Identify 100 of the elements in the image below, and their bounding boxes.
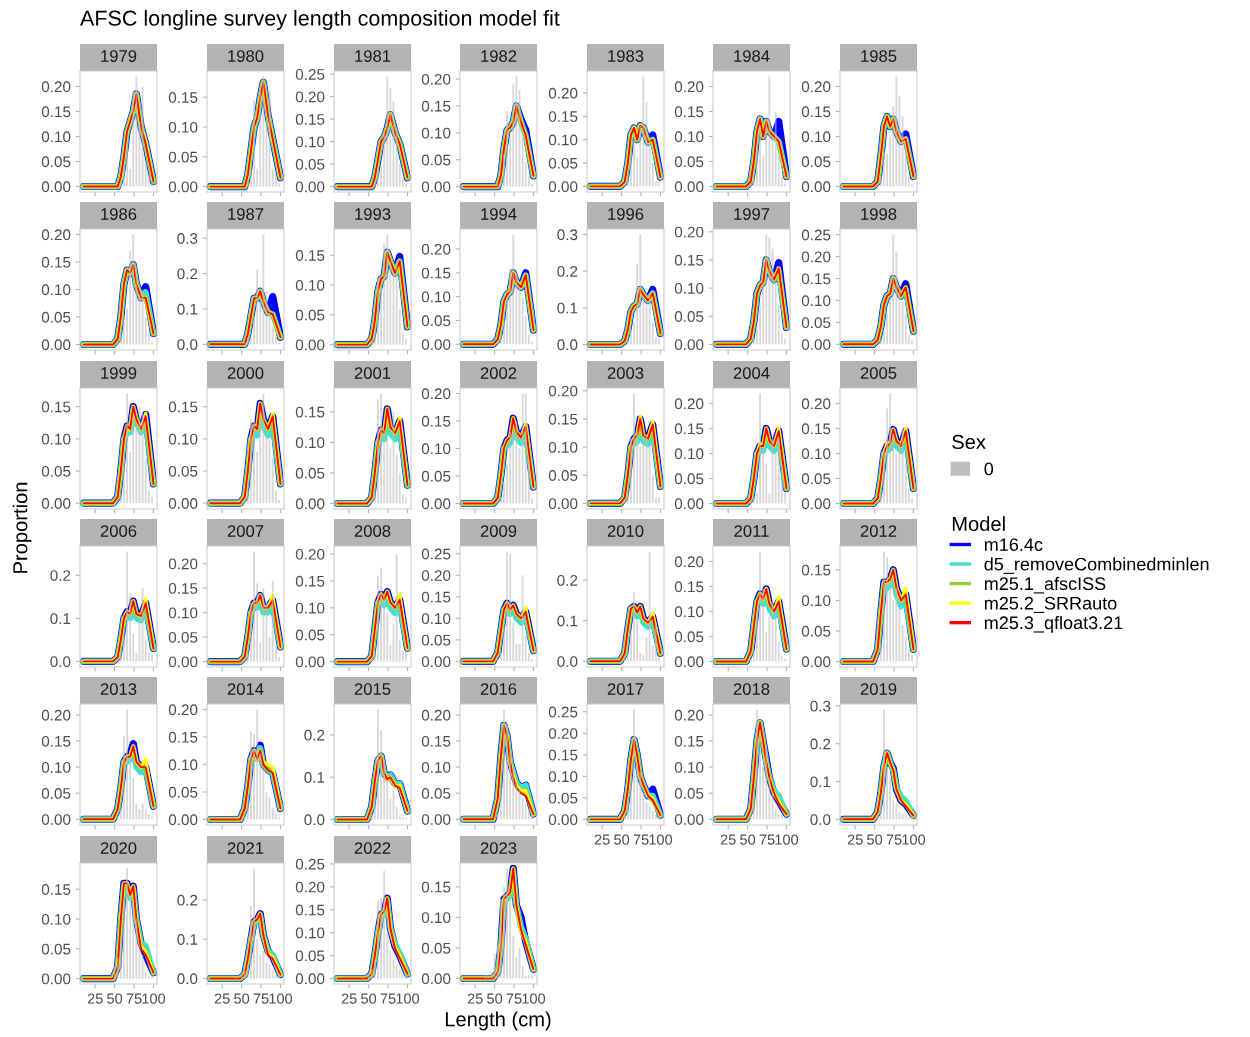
chart-title: 2023: [480, 842, 517, 854]
y-tick-label: 0.20: [295, 548, 325, 560]
y-tick-label: 0.10: [168, 759, 198, 771]
y-tick-label: 0.00: [168, 498, 198, 509]
x-tick-label: 50: [867, 834, 883, 845]
y-tick-label: 0.00: [295, 339, 325, 351]
y-tick-label: 0.05: [41, 311, 71, 323]
y-tick-label: 0.05: [674, 156, 704, 168]
x-tick-label: 25: [847, 834, 863, 845]
chart-title: 1980: [228, 50, 264, 62]
y-tick-label: 0.15: [801, 106, 831, 118]
legend-label: 0: [984, 462, 994, 476]
chart-title: 1981: [355, 50, 391, 62]
chart-title: 2017: [607, 683, 644, 695]
chart-title: 2001: [354, 367, 391, 379]
y-tick-label: 0.05: [421, 942, 451, 954]
y-tick-label: 0.1: [177, 303, 198, 315]
y-tick-label: 0.00: [168, 814, 198, 826]
y-tick-label: 0.10: [41, 913, 71, 925]
y-tick-label: 0.15: [548, 413, 578, 425]
x-tick-label: 50: [234, 993, 250, 1004]
y-tick-label: 0.0: [177, 339, 198, 351]
y-tick-label: 0.05: [801, 473, 831, 485]
y-tick-label: 0.20: [548, 728, 578, 739]
y-tick-label: 0.15: [801, 423, 831, 435]
text: Length (cm): [445, 1011, 551, 1031]
x-tick-label: 25: [467, 993, 483, 1004]
y-tick-label: 0.25: [548, 706, 578, 718]
y-tick-label: 0.10: [168, 607, 198, 619]
chart-title: 1987: [228, 208, 264, 220]
y-tick-label: 0.05: [674, 631, 704, 643]
y-tick-label: 0.0: [50, 656, 71, 668]
y-tick-label: 0.1: [557, 302, 578, 314]
y-tick-label: 0.05: [41, 943, 71, 955]
y-tick-label: 0.15: [421, 415, 451, 427]
x-tick-label: 25: [720, 834, 736, 845]
y-tick-label: 0.1: [304, 772, 325, 783]
y-tick-label: 0.1: [177, 934, 198, 945]
y-tick-label: 0.15: [41, 106, 71, 118]
chart-title: 2014: [227, 683, 264, 695]
x-tick-label: 75: [759, 834, 775, 845]
y-tick-label: 0.15: [674, 423, 704, 435]
y-tick-label: 0.15: [295, 575, 325, 587]
y-tick-label: 0.20: [168, 704, 198, 716]
y-tick-label: 0.05: [421, 315, 451, 327]
x-tick-label: 50: [487, 993, 503, 1004]
y-tick-label: 0.00: [168, 656, 198, 668]
y-tick-label: 0.20: [801, 398, 831, 410]
y-tick-label: 0.15: [41, 884, 71, 895]
y-tick-label: 0.20: [421, 243, 451, 255]
y-tick-label: 0.15: [548, 111, 578, 122]
y-tick-label: 0.15: [168, 401, 198, 413]
y-tick-label: 0.10: [41, 284, 71, 296]
y-tick-label: 0.20: [421, 570, 451, 581]
y-tick-label: 0.2: [304, 729, 325, 741]
y-tick-label: 0.00: [674, 181, 704, 193]
chart-title: 1986: [101, 208, 137, 220]
y-tick-label: 0.00: [421, 814, 451, 825]
y-tick-label: 0.2: [50, 570, 71, 581]
x-tick-label: 75: [506, 993, 522, 1004]
y-tick-label: 0.05: [168, 631, 198, 643]
y-tick-label: 0.05: [801, 625, 831, 637]
y-tick-label: 0.2: [557, 266, 578, 277]
y-tick-label: 0.10: [674, 131, 704, 143]
chart-title: 2009: [480, 525, 517, 537]
y-tick-label: 0.10: [168, 433, 198, 445]
x-tick-label: 75: [380, 993, 396, 1004]
y-tick-label: 0.00: [674, 656, 704, 668]
y-tick-label: 0.10: [295, 602, 325, 614]
y-tick-label: 0.10: [295, 279, 325, 291]
legend-label: m25.2_SRRauto: [984, 596, 1117, 614]
y-tick-label: 0.00: [674, 814, 704, 825]
y-tick-label: 0.20: [41, 81, 71, 93]
y-tick-label: 0.20: [674, 226, 704, 238]
chart-title: 2020: [100, 842, 137, 854]
chart-title: 2006: [100, 525, 137, 537]
x-tick-label: 100: [522, 993, 546, 1004]
y-tick-label: 0.00: [41, 181, 71, 193]
y-tick-label: 0.05: [295, 309, 325, 321]
y-tick-label: 0.20: [674, 398, 704, 410]
x-tick-label: 75: [253, 993, 269, 1004]
y-tick-label: 0.3: [810, 700, 831, 712]
y-tick-label: 0.05: [295, 467, 325, 479]
y-tick-label: 0.15: [295, 904, 325, 916]
y-tick-label: 0.00: [295, 181, 325, 193]
y-tick-label: 0.0: [810, 814, 831, 826]
y-tick-label: 0.10: [548, 134, 578, 146]
y-tick-label: 0.00: [674, 498, 704, 510]
chart-title: 2004: [733, 367, 770, 379]
chart-title: 2013: [100, 683, 137, 695]
chart-title: 2008: [354, 525, 391, 537]
chart-title: 1983: [608, 50, 644, 62]
y-tick-label: 0.20: [41, 709, 71, 721]
y-tick-label: 0.15: [674, 581, 704, 593]
y-tick-label: 0.20: [548, 385, 578, 397]
y-tick-label: 0.20: [674, 709, 704, 721]
y-tick-label: 0.25: [295, 69, 325, 80]
y-tick-label: 0.15: [41, 735, 71, 747]
y-tick-label: 0.15: [801, 564, 831, 576]
chart-title: 2012: [860, 525, 897, 537]
